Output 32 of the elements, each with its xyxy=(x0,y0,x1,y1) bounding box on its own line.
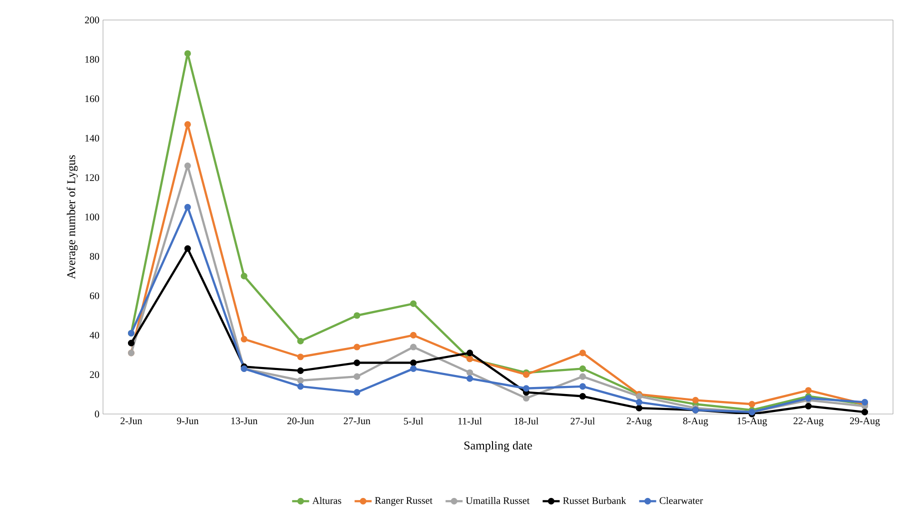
x-tick-label: 15-Aug xyxy=(738,418,767,426)
y-tick-label: 40 xyxy=(90,332,100,339)
x-tick-label: 18-Jul xyxy=(514,418,538,425)
legend-label: Russet Burbank xyxy=(563,496,626,504)
y-tick-label: 100 xyxy=(85,214,100,220)
x-tick-label: 20-Jun xyxy=(287,418,314,424)
x-tick-label: 8-Aug xyxy=(683,418,708,426)
y-tick-label: 200 xyxy=(84,16,100,24)
x-tick-label: 2-Aug xyxy=(626,418,652,426)
y-tick-label: 160 xyxy=(85,95,100,102)
y-tick-label: 120 xyxy=(85,174,100,181)
legend-label: Ranger Russet xyxy=(374,497,432,506)
y-tick-label: 60 xyxy=(90,292,100,300)
x-tick-label: 13-Jun xyxy=(231,418,258,424)
y-axis-title: Average number of Lygus xyxy=(66,155,78,280)
x-tick-label: 22-Aug xyxy=(794,418,824,426)
y-tick-label: 20 xyxy=(90,371,100,378)
x-tick-label: 27-Jun xyxy=(344,418,370,424)
legend-label: Alturas xyxy=(312,496,342,504)
y-tick-label: 0 xyxy=(94,410,100,418)
x-tick-label: 29-Aug xyxy=(850,418,880,426)
y-tick-label: 80 xyxy=(90,253,100,260)
y-tick-label: 140 xyxy=(85,134,100,142)
x-tick-label: 2-Jun xyxy=(120,418,142,424)
x-axis-title: Sampling date xyxy=(464,441,532,452)
legend-label: Umatilla Russet xyxy=(466,496,530,504)
x-tick-label: 27-Jul xyxy=(570,418,595,425)
x-tick-label: 11-Jul xyxy=(458,418,482,425)
x-tick-label: 5-Jul xyxy=(404,418,424,425)
x-tick-label: 9-Jun xyxy=(176,418,199,424)
legend-label: Clearwater xyxy=(660,496,703,504)
y-tick-label: 180 xyxy=(85,56,100,63)
